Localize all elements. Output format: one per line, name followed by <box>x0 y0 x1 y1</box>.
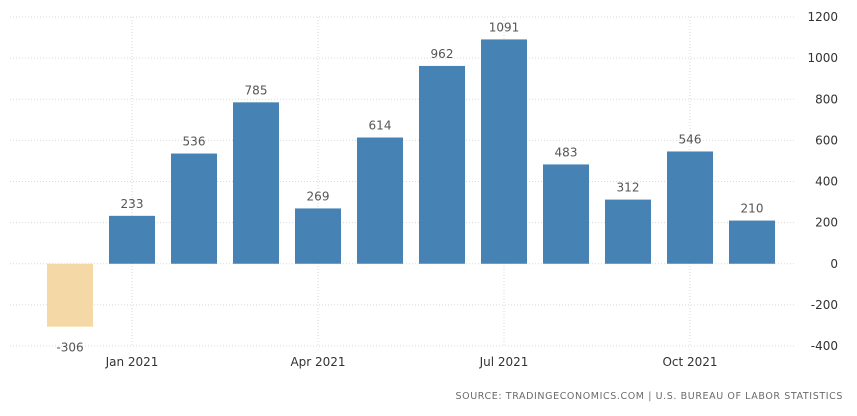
bar <box>233 102 279 264</box>
y-tick-label: 200 <box>815 216 838 230</box>
y-tick-label: 1200 <box>807 10 838 24</box>
x-axis-ticks: Jan 2021 Apr 2021 Jul 2021 Oct 2021 <box>105 355 718 369</box>
data-label: 614 <box>369 118 392 132</box>
source-note: SOURCE: TRADINGECONOMICS.COM | U.S. BURE… <box>455 391 843 402</box>
y-tick-label: 0 <box>830 257 838 271</box>
data-label: -306 <box>56 341 83 355</box>
data-labels: -306 233 536 785 269 614 962 1091 483 312 546 210 <box>56 20 763 354</box>
data-label: 483 <box>555 145 578 159</box>
data-label: 546 <box>679 132 702 146</box>
x-tick-label: Apr 2021 <box>290 355 345 369</box>
data-label: 1091 <box>489 20 520 34</box>
y-tick-label: 1000 <box>807 51 838 65</box>
bar <box>667 151 713 264</box>
y-tick-label: -400 <box>811 339 838 353</box>
bar <box>295 208 341 264</box>
y-tick-label: 400 <box>815 175 838 189</box>
bar <box>171 153 217 264</box>
data-label: 210 <box>741 202 764 216</box>
y-tick-label: -200 <box>811 298 838 312</box>
data-label: 233 <box>121 197 144 211</box>
grid-lines <box>10 16 795 347</box>
data-label: 785 <box>245 83 268 97</box>
bars <box>47 39 775 327</box>
bar <box>543 164 589 264</box>
bar <box>419 65 465 264</box>
x-tick-label: Jan 2021 <box>105 355 159 369</box>
data-label: 962 <box>431 47 454 61</box>
data-label: 269 <box>307 189 330 203</box>
y-axis-ticks: 1200 1000 800 600 400 200 0 -200 -400 <box>807 10 838 353</box>
bar <box>357 137 403 264</box>
bar <box>109 215 155 264</box>
x-tick-label: Jul 2021 <box>479 355 529 369</box>
data-label: 312 <box>617 181 640 195</box>
bar <box>47 263 93 327</box>
y-tick-label: 600 <box>815 133 838 147</box>
x-tick-label: Oct 2021 <box>662 355 717 369</box>
data-label: 536 <box>183 135 206 149</box>
bar <box>605 199 651 264</box>
bar <box>481 39 527 264</box>
y-tick-label: 800 <box>815 92 838 106</box>
bar <box>729 220 775 264</box>
